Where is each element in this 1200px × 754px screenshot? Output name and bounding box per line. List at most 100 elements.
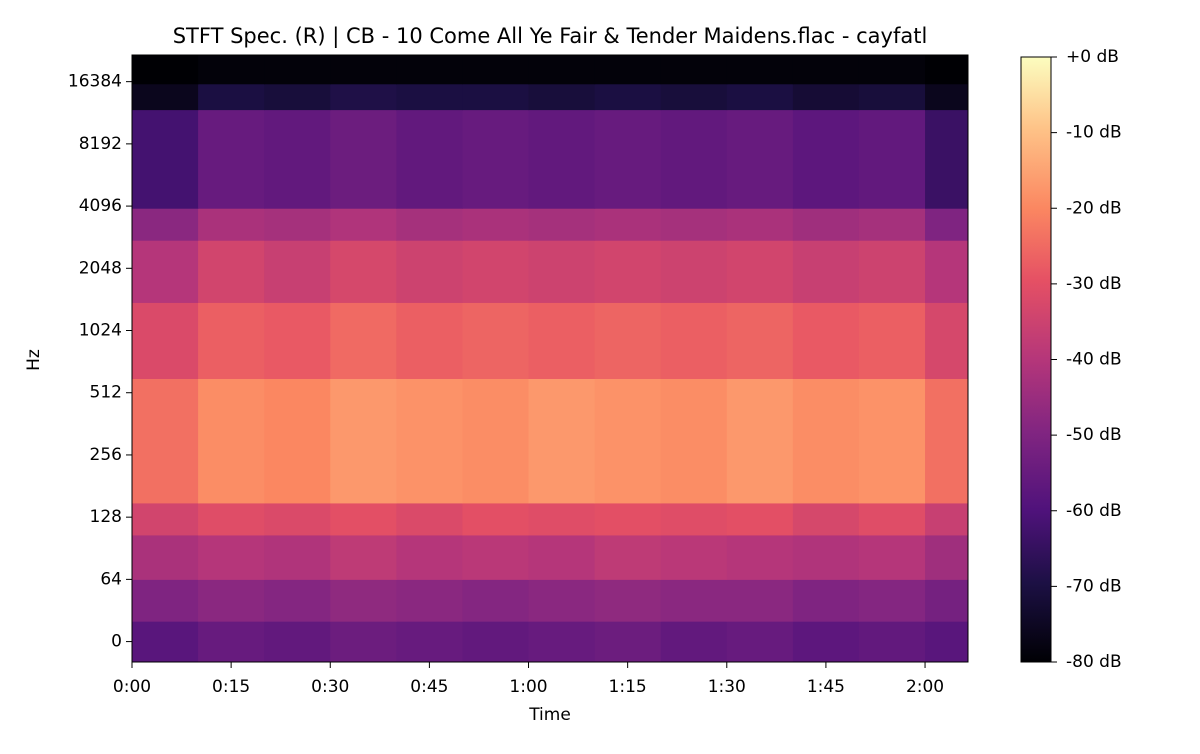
spectrogram-cell bbox=[264, 378, 331, 504]
spectrogram-cell bbox=[925, 208, 969, 241]
spectrogram-cell bbox=[198, 534, 265, 580]
spectrogram-cell bbox=[330, 579, 397, 622]
spectrogram-cell bbox=[858, 83, 926, 111]
spectrogram-cell bbox=[132, 378, 199, 504]
spectrogram-cell bbox=[528, 502, 596, 536]
spectrogram-cell bbox=[858, 579, 926, 622]
spectrogram-cell bbox=[594, 240, 662, 303]
spectrogram-cell bbox=[462, 83, 530, 111]
spectrogram-cell bbox=[132, 109, 199, 209]
x-tick-label: 0:00 bbox=[113, 677, 151, 697]
spectrogram-cell bbox=[528, 55, 596, 85]
colorbar-tick-label: -50 dB bbox=[1066, 425, 1122, 445]
spectrogram-cell bbox=[660, 502, 728, 536]
spectrogram-cell bbox=[858, 208, 926, 241]
spectrogram-cell bbox=[462, 621, 530, 663]
spectrogram-cell bbox=[330, 109, 397, 209]
spectrogram-cell bbox=[330, 208, 397, 241]
spectrogram-cell bbox=[462, 208, 530, 241]
spectrogram-cell bbox=[858, 621, 926, 663]
spectrogram-cell bbox=[792, 502, 860, 536]
chart-title: STFT Spec. (R) | CB - 10 Come All Ye Fai… bbox=[173, 24, 928, 49]
y-tick-label: 256 bbox=[90, 445, 122, 465]
spectrogram-cell bbox=[660, 621, 728, 663]
spectrogram-cell bbox=[198, 55, 265, 85]
colorbar-tick-label: -80 dB bbox=[1066, 652, 1122, 672]
spectrogram-cell bbox=[396, 579, 463, 622]
y-tick-label: 512 bbox=[90, 383, 122, 403]
y-tick-label: 128 bbox=[90, 507, 122, 527]
spectrogram-cell bbox=[660, 208, 728, 241]
x-tick-label: 1:45 bbox=[807, 677, 845, 697]
spectrogram-cell bbox=[726, 240, 794, 303]
spectrogram-cell bbox=[132, 83, 199, 111]
spectrogram-cell bbox=[726, 302, 794, 379]
spectrogram-cell bbox=[132, 302, 199, 379]
spectrogram-cell bbox=[726, 621, 794, 663]
spectrogram-cell bbox=[198, 109, 265, 209]
spectrogram-cell bbox=[660, 55, 728, 85]
y-tick-label: 16384 bbox=[68, 72, 122, 92]
spectrogram-cell bbox=[660, 109, 728, 209]
spectrogram-cell bbox=[264, 208, 331, 241]
spectrogram-cell bbox=[396, 302, 463, 379]
spectrogram-cell bbox=[132, 502, 199, 536]
x-tick-label: 1:30 bbox=[708, 677, 746, 697]
spectrogram-cell bbox=[858, 502, 926, 536]
spectrogram-cell bbox=[594, 502, 662, 536]
spectrogram-cell bbox=[396, 55, 463, 85]
colorbar-tick-label: -30 dB bbox=[1066, 274, 1122, 294]
spectrogram-cell bbox=[792, 579, 860, 622]
plot-frame bbox=[131, 54, 969, 663]
spectrogram-cell bbox=[264, 109, 331, 209]
spectrogram-cell bbox=[198, 378, 265, 504]
spectrogram-cell bbox=[594, 109, 662, 209]
spectrogram-cell bbox=[264, 621, 331, 663]
spectrogram-cell bbox=[792, 55, 860, 85]
spectrogram-cell bbox=[330, 55, 397, 85]
x-tick-label: 1:15 bbox=[609, 677, 647, 697]
spectrogram-cell bbox=[264, 579, 331, 622]
spectrogram-cell bbox=[264, 83, 331, 111]
spectrogram-cell bbox=[726, 55, 794, 85]
spectrogram-cell bbox=[660, 240, 728, 303]
spectrogram-cell bbox=[660, 579, 728, 622]
spectrogram-cell bbox=[792, 240, 860, 303]
spectrogram-cell bbox=[396, 621, 463, 663]
spectrogram-cell bbox=[660, 302, 728, 379]
spectrogram-cell bbox=[198, 240, 265, 303]
spectrogram-cell bbox=[594, 621, 662, 663]
y-tick-label: 0 bbox=[111, 632, 122, 652]
spectrogram-cell bbox=[528, 534, 596, 580]
x-axis-label: Time bbox=[528, 705, 571, 725]
spectrogram-cell bbox=[462, 240, 530, 303]
spectrogram-cell bbox=[396, 109, 463, 209]
colorbar-tick-label: -60 dB bbox=[1066, 501, 1122, 521]
spectrogram-cell bbox=[198, 83, 265, 111]
spectrogram-cell bbox=[528, 378, 596, 504]
spectrogram-cell bbox=[528, 109, 596, 209]
spectrogram-cell bbox=[792, 109, 860, 209]
spectrogram-cell bbox=[396, 502, 463, 536]
spectrogram-cell bbox=[594, 534, 662, 580]
spectrogram-cell bbox=[132, 621, 199, 663]
spectrogram-cell bbox=[925, 302, 969, 379]
spectrogram-cell bbox=[792, 378, 860, 504]
spectrogram-cell bbox=[528, 621, 596, 663]
spectrogram-cell bbox=[396, 378, 463, 504]
spectrogram-cell bbox=[264, 55, 331, 85]
colorbar-tick-label: -70 dB bbox=[1066, 576, 1122, 596]
spectrogram-cell bbox=[462, 55, 530, 85]
spectrogram-cell bbox=[462, 378, 530, 504]
spectrogram-cell bbox=[462, 534, 530, 580]
spectrogram-cell bbox=[925, 240, 969, 303]
spectrogram-cell bbox=[792, 534, 860, 580]
spectrogram-cell bbox=[264, 534, 331, 580]
y-tick-label: 2048 bbox=[79, 258, 122, 278]
spectrogram-cell bbox=[726, 378, 794, 504]
spectrogram-cell bbox=[594, 302, 662, 379]
spectrogram-cell bbox=[726, 534, 794, 580]
spectrogram-cell bbox=[925, 534, 969, 580]
spectrogram-cell bbox=[925, 55, 969, 85]
spectrogram-cell bbox=[858, 55, 926, 85]
